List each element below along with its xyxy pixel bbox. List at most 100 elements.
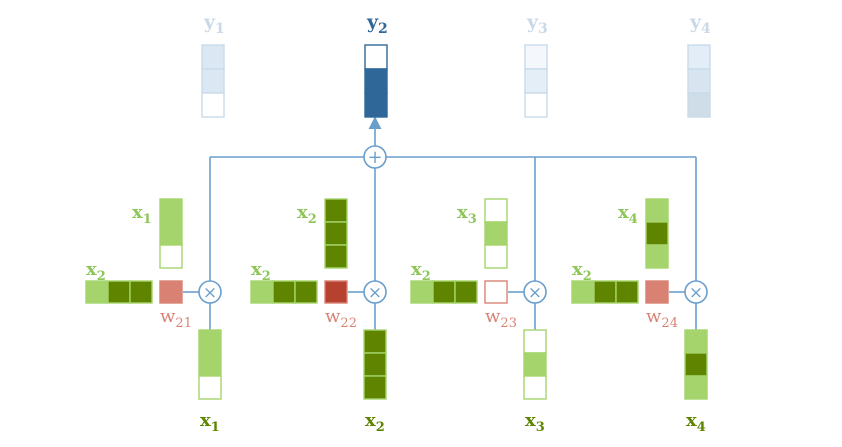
- key-vector-1-cell-2: [159, 221, 183, 246]
- value-vector-4-cell-2: [684, 352, 708, 377]
- query-vector-2-cell-3: [294, 280, 318, 304]
- key-vector-4-cell-2: [645, 221, 669, 246]
- key-vector-4-cell-3: [645, 244, 669, 269]
- weight-label-4: w24: [646, 306, 678, 331]
- key-vector-1: [159, 198, 183, 269]
- weight-label-3: w23: [485, 306, 517, 331]
- value-vector-3-cell-3: [523, 375, 547, 400]
- output-vector-3-cell-1: [524, 44, 548, 70]
- output-vector-2-cell-1: [364, 44, 388, 70]
- output-vector-4: y4: [687, 11, 711, 118]
- multiply-symbol-3: ×: [528, 283, 542, 303]
- value-vector-3-cell-2: [523, 352, 547, 377]
- weight-square-2: [324, 280, 348, 304]
- output-vector-4-cell-1: [687, 44, 711, 70]
- weight-square-1: [159, 280, 183, 304]
- output-vectors: y1 y2 y3 y4: [201, 11, 711, 118]
- value-vector-4-cell-3: [684, 375, 708, 400]
- query-vector-4: [571, 280, 639, 304]
- multiply-symbol-1: ×: [203, 283, 217, 303]
- value-vector-2-cell-1: [363, 329, 387, 354]
- sum-symbol: +: [367, 147, 382, 168]
- key-label-3: x3: [457, 202, 477, 227]
- query-vector-2-cell-1: [250, 280, 274, 304]
- query-vector-1-cell-2: [107, 280, 131, 304]
- query-vector-4-cell-2: [593, 280, 617, 304]
- attention-blocks: x1 x2 w21 × x1 x2 x2 w22 × x2 x3 x2 w23 × x3 x4 x2 w24 × x4: [85, 157, 708, 435]
- output-label-4: y4: [689, 11, 711, 37]
- value-vector-1-cell-1: [198, 329, 222, 354]
- weight-label-2: w22: [325, 306, 357, 331]
- query-vector-3: [410, 280, 478, 304]
- output-vector-1-cell-2: [201, 68, 225, 94]
- key-vector-3-cell-2: [484, 221, 508, 246]
- output-vector-1-cell-3: [201, 92, 225, 118]
- multiply-symbol-2: ×: [368, 283, 382, 303]
- query-label-2: x2: [251, 259, 271, 284]
- value-label-3: x3: [525, 410, 545, 435]
- value-label-2: x2: [365, 410, 385, 435]
- multiply-symbol-4: ×: [689, 283, 703, 303]
- value-vector-4: [684, 329, 708, 400]
- key-label-1: x1: [132, 202, 152, 227]
- key-vector-4-cell-1: [645, 198, 669, 223]
- query-vector-3-cell-3: [454, 280, 478, 304]
- output-vector-2: y2: [364, 11, 388, 118]
- query-vector-3-cell-2: [432, 280, 456, 304]
- value-vector-1-cell-3: [198, 375, 222, 400]
- query-label-4: x2: [572, 259, 592, 284]
- attention-block-3: x3 x2 w23 × x3: [410, 157, 547, 435]
- key-vector-4: [645, 198, 669, 269]
- sum-node: +: [363, 145, 387, 169]
- query-label-3: x2: [411, 259, 431, 284]
- query-vector-1-cell-3: [129, 280, 153, 304]
- output-label-2: y2: [366, 11, 388, 37]
- key-label-4: x4: [618, 202, 638, 227]
- key-vector-2-cell-3: [324, 244, 348, 269]
- output-vector-2-cell-3: [364, 92, 388, 118]
- query-vector-1: [85, 280, 153, 304]
- output-vector-3: y3: [524, 11, 548, 118]
- value-vector-2: [363, 329, 387, 400]
- query-vector-3-cell-1: [410, 280, 434, 304]
- output-vector-2-cell-2: [364, 68, 388, 94]
- multiply-node-4: [684, 280, 708, 304]
- output-vector-1-cell-1: [201, 44, 225, 70]
- key-vector-2-cell-1: [324, 198, 348, 223]
- value-vector-2-cell-2: [363, 352, 387, 377]
- key-vector-1-cell-1: [159, 198, 183, 223]
- value-label-4: x4: [686, 410, 706, 435]
- output-vector-4-cell-3: [687, 92, 711, 118]
- query-label-1: x2: [86, 259, 106, 284]
- output-vector-1: y1: [201, 11, 225, 118]
- attention-block-1: x1 x2 w21 × x1: [85, 157, 222, 435]
- weight-label-1: w21: [160, 306, 192, 331]
- query-vector-4-cell-3: [615, 280, 639, 304]
- attention-block-4: x4 x2 w24 × x4: [571, 157, 708, 435]
- key-label-2: x2: [297, 202, 317, 227]
- value-vector-3-cell-1: [523, 329, 547, 354]
- value-vector-2-cell-3: [363, 375, 387, 400]
- value-vector-1: [198, 329, 222, 400]
- query-vector-1-cell-1: [85, 280, 109, 304]
- key-vector-3: [484, 198, 508, 269]
- query-vector-2-cell-2: [272, 280, 296, 304]
- key-vector-3-cell-3: [484, 244, 508, 269]
- value-label-1: x1: [200, 410, 220, 435]
- output-label-3: y3: [526, 11, 548, 37]
- multiply-node-3: [523, 280, 547, 304]
- key-vector-1-cell-3: [159, 244, 183, 269]
- connection-lines: [210, 116, 696, 158]
- weight-square-3: [484, 280, 508, 304]
- attention-block-2: x2 x2 w22 × x2: [250, 168, 387, 435]
- output-label-1: y1: [203, 11, 225, 37]
- query-vector-4-cell-1: [571, 280, 595, 304]
- multiply-node-2: [363, 280, 387, 304]
- multiply-node-1: [198, 280, 222, 304]
- weight-square-4: [645, 280, 669, 304]
- value-vector-3: [523, 329, 547, 400]
- query-vector-2: [250, 280, 318, 304]
- key-vector-3-cell-1: [484, 198, 508, 223]
- output-vector-3-cell-2: [524, 68, 548, 94]
